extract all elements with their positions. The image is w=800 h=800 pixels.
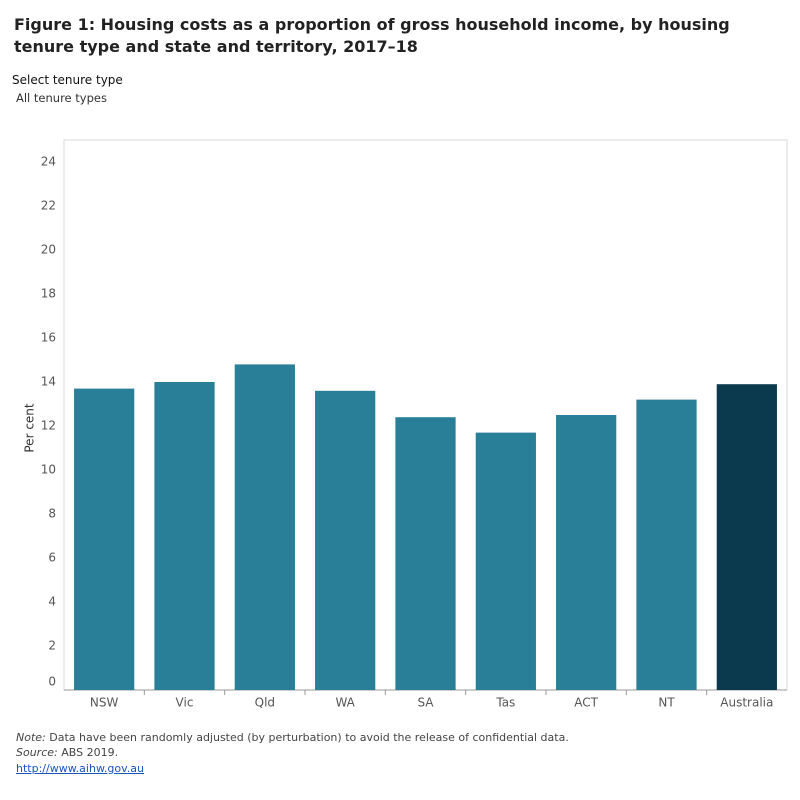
y-axis-label: Per cent [23, 403, 37, 453]
y-tick-label: 8 [48, 507, 56, 521]
y-tick-label: 4 [48, 595, 56, 609]
source-text: ABS 2019. [57, 746, 119, 759]
y-tick-label: 16 [41, 331, 56, 345]
link-row: http://www.aihw.gov.au [16, 762, 144, 775]
note-text: Data have been randomly adjusted (by per… [45, 731, 569, 744]
bar [315, 390, 376, 690]
note: Note: Data have been randomly adjusted (… [16, 731, 569, 744]
y-tick-label: 10 [41, 463, 56, 477]
filter-label: Select tenure type [12, 73, 123, 87]
bar [234, 364, 295, 690]
bar [74, 388, 135, 690]
y-tick-label: 20 [41, 243, 56, 257]
bar [395, 417, 456, 690]
x-tick-label: Australia [720, 696, 773, 710]
bar [636, 399, 697, 690]
y-tick-label: 18 [41, 287, 56, 301]
bar [716, 384, 777, 690]
y-tick-label: 12 [41, 419, 56, 433]
bar [475, 432, 536, 690]
x-tick-label: NT [658, 696, 675, 710]
filter-value[interactable]: All tenure types [16, 91, 107, 105]
source: Source: ABS 2019. [16, 746, 118, 759]
source-label: Source: [16, 746, 58, 759]
x-tick-label: SA [417, 696, 434, 710]
x-tick-label: NSW [90, 696, 119, 710]
x-tick-label: ACT [574, 696, 598, 710]
y-tick-label: 22 [41, 199, 56, 213]
y-tick-label: 24 [41, 155, 56, 169]
y-tick-label: 2 [48, 639, 56, 653]
chart-title: Figure 1: Housing costs as a proportion … [14, 15, 730, 56]
x-tick-label: WA [335, 696, 355, 710]
note-label: Note: [16, 731, 46, 744]
y-tick-label: 14 [41, 375, 56, 389]
y-tick-label: 6 [48, 551, 56, 565]
link[interactable]: http://www.aihw.gov.au [16, 762, 145, 775]
x-tick-label: Qld [255, 696, 275, 710]
y-tick-label: 0 [48, 675, 56, 689]
bar [154, 382, 215, 690]
x-tick-label: Vic [176, 696, 194, 710]
bar [556, 415, 617, 690]
x-tick-label: Tas [495, 696, 515, 710]
